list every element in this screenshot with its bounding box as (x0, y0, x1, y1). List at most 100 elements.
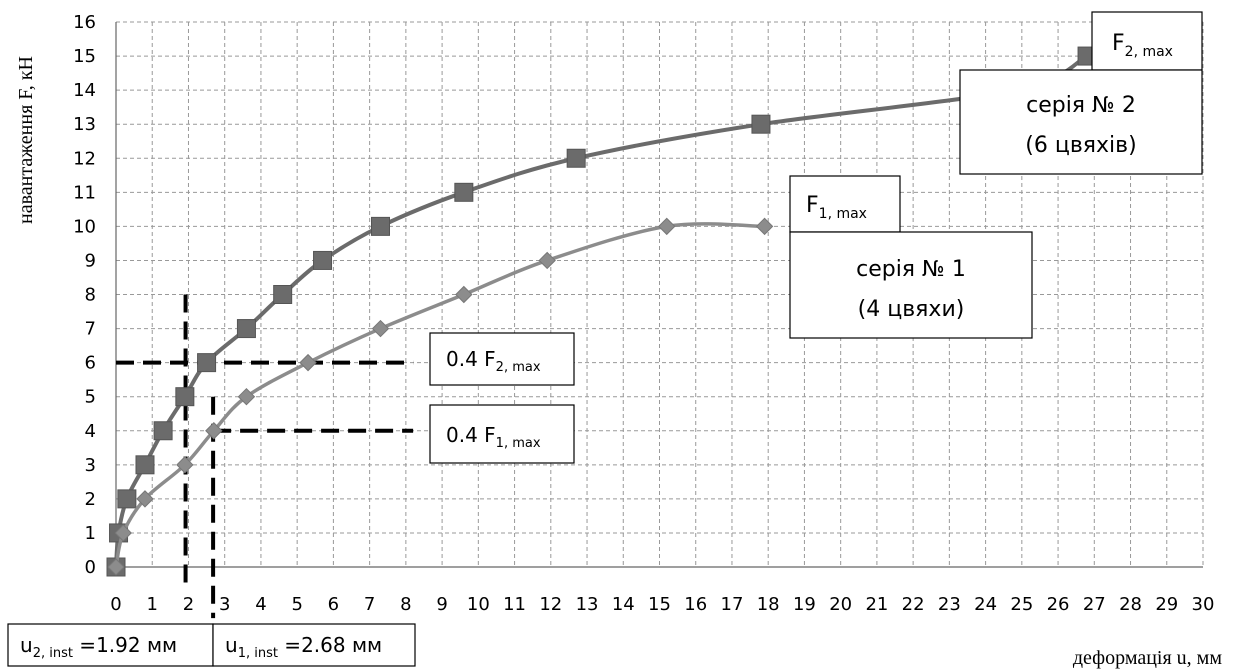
x-tick-label: 12 (539, 594, 562, 615)
data-point-square (153, 421, 173, 441)
y-tick-label: 7 (85, 319, 96, 340)
y-tick-label: 11 (73, 182, 96, 203)
f2-04-prefix: 0.4 F (446, 347, 496, 371)
x-tick-label: 9 (436, 594, 447, 615)
x-tick-label: 25 (1010, 594, 1033, 615)
data-point-square (751, 114, 771, 134)
data-point-diamond (538, 251, 556, 270)
x-axis-title: деформація u, мм (1073, 647, 1222, 669)
x-tick-label: 27 (1083, 594, 1106, 615)
series-1-label-line-2: (4 цвяхи) (858, 297, 965, 322)
f2-max-base: F (1112, 31, 1125, 56)
y-tick-label: 0 (85, 557, 96, 578)
y-tick-label: 2 (85, 489, 96, 510)
data-point-diamond (658, 217, 676, 236)
u2-value: =1.92 мм (73, 633, 177, 657)
y-tick-label: 6 (85, 353, 96, 374)
x-tick-label: 8 (400, 594, 411, 615)
data-point-diamond (371, 319, 390, 338)
x-tick-label: 0 (110, 594, 121, 615)
x-tick-label: 15 (648, 594, 671, 615)
y-tick-label: 8 (85, 285, 96, 306)
x-tick-label: 11 (503, 594, 526, 615)
y-tick-label: 12 (73, 148, 96, 169)
data-point-square (454, 182, 474, 202)
y-axis-title: навантаження F, кН (15, 56, 37, 224)
ticks: 0 1 2 3 4 5 6 7 8 9 10 11 12 13 14 15 16 17 18 19 20 21 22 23 24… (73, 12, 1214, 615)
svg-text:0.4 F1, max: 0.4 F1, max (446, 423, 541, 451)
u1-inst-box: u1, inst =2.68 мм (212, 623, 416, 667)
data-point-diamond (455, 285, 473, 304)
u2-sub: 2, inst (33, 646, 73, 661)
x-tick-label: 24 (974, 594, 997, 615)
x-tick-label: 20 (829, 594, 852, 615)
x-tick-label: 21 (865, 594, 888, 615)
y-tick-label: 10 (73, 216, 96, 237)
x-tick-label: 6 (328, 594, 339, 615)
f2-04-box: 0.4 F2, max (429, 332, 575, 386)
x-tick-label: 29 (1155, 594, 1178, 615)
x-tick-label: 2 (183, 594, 194, 615)
x-tick-label: 19 (793, 594, 816, 615)
y-tick-label: 15 (73, 46, 96, 67)
svg-text:F1, max: F1, max (806, 193, 867, 222)
x-tick-label: 7 (364, 594, 375, 615)
data-point-square (313, 250, 333, 270)
u1-sub: 1, inst (238, 646, 278, 661)
x-tick-label: 30 (1192, 594, 1215, 615)
data-point-diamond (205, 422, 223, 440)
data-point-square (175, 387, 195, 407)
data-point-square (117, 489, 137, 509)
y-tick-label: 1 (85, 523, 96, 544)
f1-04-prefix: 0.4 F (446, 423, 496, 447)
data-point-diamond (237, 387, 256, 406)
data-point-square (135, 455, 155, 475)
u2-inst-box: u2, inst =1.92 мм (7, 623, 214, 667)
data-point-diamond (755, 217, 774, 236)
x-tick-label: 23 (938, 594, 961, 615)
y-tick-label: 16 (73, 12, 96, 33)
guide-lines (116, 294, 414, 619)
series-2-label-line-1: серія № 2 (1026, 93, 1136, 118)
y-tick-label: 14 (73, 80, 96, 101)
data-point-square (566, 148, 586, 168)
x-tick-label: 22 (902, 594, 925, 615)
data-point-diamond (176, 456, 194, 474)
u1-base: u (225, 633, 238, 657)
data-point-square (197, 353, 217, 373)
f1-max-base: F (806, 193, 819, 218)
u2-base: u (20, 633, 33, 657)
x-tick-label: 1 (147, 594, 158, 615)
x-tick-label: 14 (612, 594, 635, 615)
x-tick-label: 4 (255, 594, 266, 615)
x-tick-label: 18 (757, 594, 780, 615)
y-tick-label: 9 (85, 250, 96, 271)
series-1-label-box: серія № 1 (4 цвяхи) (789, 231, 1033, 339)
x-tick-label: 17 (721, 594, 744, 615)
x-tick-label: 28 (1119, 594, 1142, 615)
data-point-diamond (114, 524, 132, 542)
x-tick-label: 5 (291, 594, 302, 615)
f1-04-sub: 1, max (496, 436, 541, 451)
f2-max-sub: 2, max (1125, 44, 1173, 60)
data-point-diamond (299, 353, 317, 372)
data-point-diamond (107, 558, 125, 576)
y-tick-label: 13 (73, 114, 96, 135)
svg-text:u1, inst =2.68 мм: u1, inst =2.68 мм (225, 633, 382, 661)
y-tick-label: 5 (85, 387, 96, 408)
f2-max-box: F2, max (1091, 11, 1203, 71)
f1-max-box: F1, max (789, 175, 901, 233)
axes (115, 22, 1203, 568)
series-2-label-box: серія № 2 (6 цвяхів) (959, 69, 1203, 175)
data-point-square (371, 216, 391, 236)
data-point-diamond (136, 490, 154, 508)
y-tick-label: 3 (85, 455, 96, 476)
u1-value: =2.68 мм (278, 633, 382, 657)
svg-text:F2, max: F2, max (1112, 31, 1173, 60)
f2-04-sub: 2, max (496, 360, 541, 375)
f1-max-sub: 1, max (819, 206, 867, 222)
series-1-label-line-1: серія № 1 (856, 257, 966, 282)
series-layer (106, 46, 1097, 577)
x-tick-label: 13 (576, 594, 599, 615)
